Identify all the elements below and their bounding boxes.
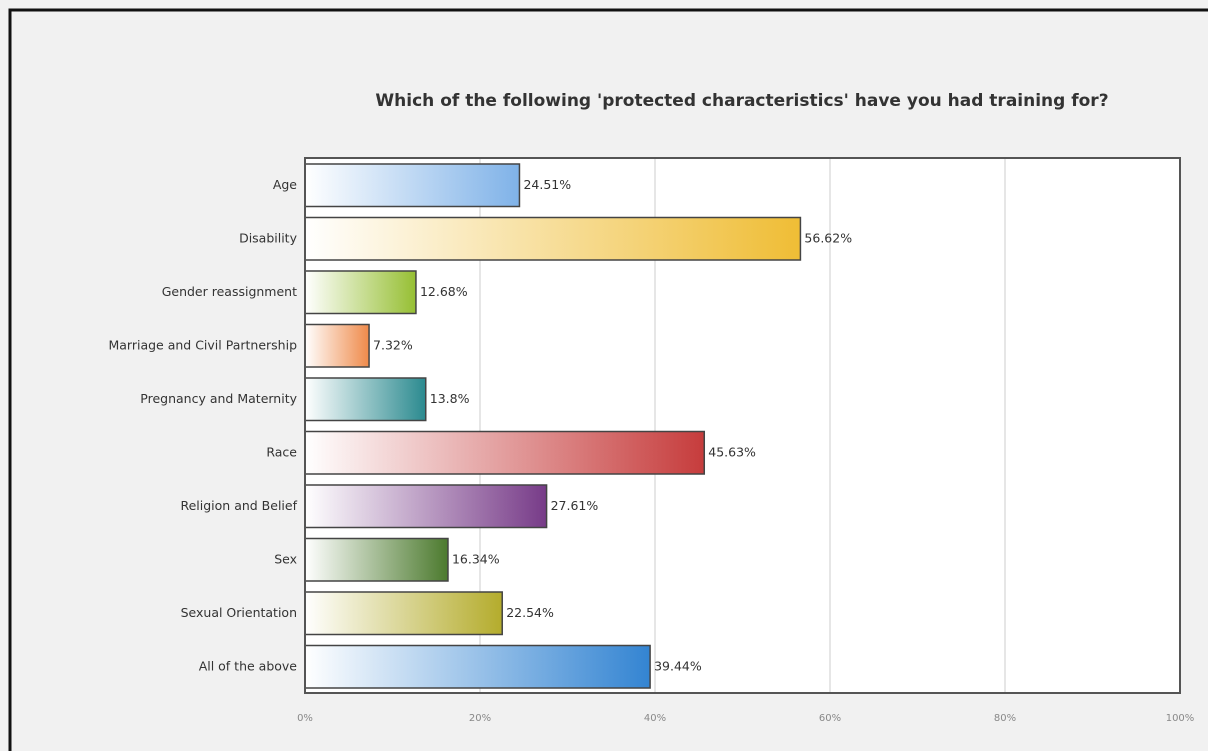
x-tick-label: 40% [644, 713, 666, 724]
value-label: 39.44% [654, 658, 702, 673]
category-label: Sex [274, 551, 297, 566]
bar [304, 216, 802, 261]
category-label: Sexual Orientation [181, 605, 297, 620]
x-tick-label: 100% [1166, 713, 1195, 724]
x-tick-label: 80% [994, 713, 1016, 724]
bar [304, 163, 521, 208]
category-label: Pregnancy and Maternity [140, 391, 297, 406]
bar [304, 484, 548, 529]
x-tick-label: 20% [469, 713, 491, 724]
category-label: Marriage and Civil Partnership [108, 337, 297, 352]
bar [304, 377, 427, 422]
category-label: Disability [239, 230, 298, 245]
bar [304, 644, 651, 689]
bar [304, 537, 449, 582]
value-label: 12.68% [420, 284, 468, 299]
value-label: 22.54% [506, 605, 554, 620]
category-label: Race [266, 444, 297, 459]
value-label: 27.61% [551, 498, 599, 513]
value-label: 56.62% [804, 230, 852, 245]
bar [304, 430, 706, 475]
category-label: Gender reassignment [162, 284, 297, 299]
category-label: All of the above [199, 658, 298, 673]
x-tick-label: 0% [297, 713, 313, 724]
frame [8, 8, 1208, 751]
plot-border [304, 157, 1181, 694]
value-label: 7.32% [373, 337, 413, 352]
bar [304, 323, 370, 368]
x-tick-label: 60% [819, 713, 841, 724]
value-label: 24.51% [523, 177, 571, 192]
category-label: Religion and Belief [180, 498, 297, 513]
value-label: 16.34% [452, 551, 500, 566]
value-label: 45.63% [708, 444, 756, 459]
category-label: Age [273, 177, 297, 192]
value-label: 13.8% [430, 391, 470, 406]
chart-title: Which of the following 'protected charac… [375, 91, 1109, 111]
bar [304, 270, 417, 315]
bar [304, 591, 503, 636]
